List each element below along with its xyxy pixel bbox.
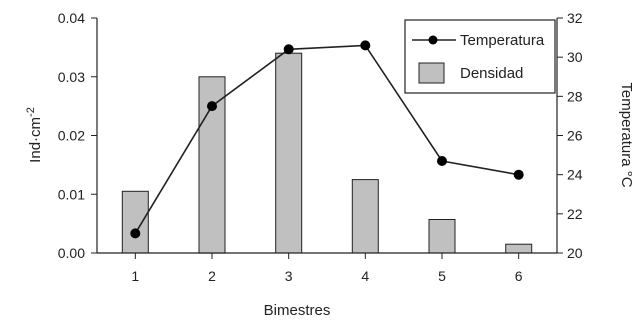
y-left-tick-label-2: 0.02 [58,128,85,144]
bar-densidad-6 [505,243,533,254]
y-right-tick-label-3: 26 [567,128,583,144]
y-right-tick-label-2: 24 [567,167,583,183]
y-left-axis-title-exponent: -2 [25,107,37,117]
bar-densidad-4 [351,179,379,254]
legend: Temperatura Densidad [404,19,556,94]
y-right-tick-label-6: 32 [567,10,583,26]
temperatura-point-3 [283,44,294,55]
x-tick-label-6: 6 [515,268,523,284]
legend-label-densidad: Densidad [460,65,523,82]
temperatura-point-4 [360,40,371,51]
x-tick-label-4: 4 [361,268,369,284]
x-axis-title: Bimestres [264,302,331,319]
bar-densidad-5 [428,219,456,254]
x-tick-label-5: 5 [438,268,446,284]
y-left-tick-label-4: 0.04 [58,10,85,26]
y-right-tick-label-1: 22 [567,206,583,222]
temperatura-point-1 [130,228,141,239]
bar-densidad-1 [121,190,149,254]
legend-label-temperatura: Temperatura [460,32,545,49]
y-left-tick-label-3: 0.03 [58,69,85,85]
legend-bar-sample [418,62,445,84]
y-left-tick-label-0: 0.00 [58,245,85,261]
y-right-axis-title: Temperatura °C [618,82,632,187]
y-left-tick-label-1: 0.01 [58,186,85,202]
y-right-tick-label-5: 30 [567,49,583,65]
y-left-axis-title-main: Ind·cm [27,117,44,163]
bar-densidad-3 [275,52,303,254]
temperatura-line [134,44,519,234]
temperatura-point-6 [513,169,524,180]
temperatura-point-5 [437,156,447,166]
temperatura-point-2 [207,101,217,112]
x-tick-label-1: 1 [131,268,139,284]
x-tick-label-3: 3 [285,268,293,284]
y-right-tick-label-0: 20 [567,245,583,261]
x-tick-label-2: 2 [208,268,216,284]
y-right-tick-label-4: 28 [567,88,583,104]
legend-marker-sample [428,35,438,45]
y-left-axis-title: Ind·cm-2 [25,107,44,163]
